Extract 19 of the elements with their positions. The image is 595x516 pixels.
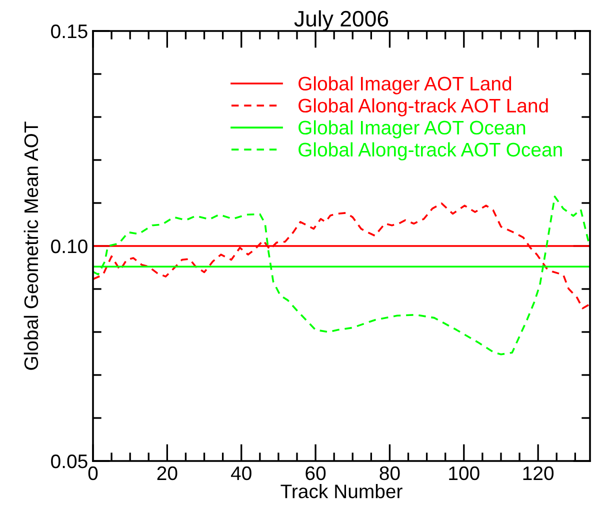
x-tick-label: 60	[306, 466, 326, 480]
x-tick-label: 120	[523, 466, 554, 480]
x-tick-label: 0	[88, 466, 98, 480]
legend-label: Global Along-track AOT Land	[298, 98, 548, 116]
x-tick-label: 40	[230, 466, 252, 480]
y-tick-label: 0.05	[51, 454, 88, 468]
legend-label: Global Imager AOT Ocean	[298, 120, 526, 138]
x-axis-title: Track Number	[280, 484, 402, 498]
x-tick-label: 80	[380, 466, 400, 480]
chart-title: July 2006	[294, 10, 388, 31]
legend-label: Global Along-track AOT Ocean	[298, 142, 562, 160]
x-tick-label: 20	[157, 466, 178, 480]
y-tick-label: 0.10	[51, 239, 88, 254]
x-tick-label: 100	[449, 466, 480, 480]
line-series	[93, 196, 590, 356]
legend-label: Global Imager AOT Land	[298, 76, 512, 94]
y-axis-title: Global Geometric Mean AOT	[24, 122, 38, 370]
line-series	[93, 202, 590, 310]
y-tick-label: 0.15	[51, 24, 88, 38]
